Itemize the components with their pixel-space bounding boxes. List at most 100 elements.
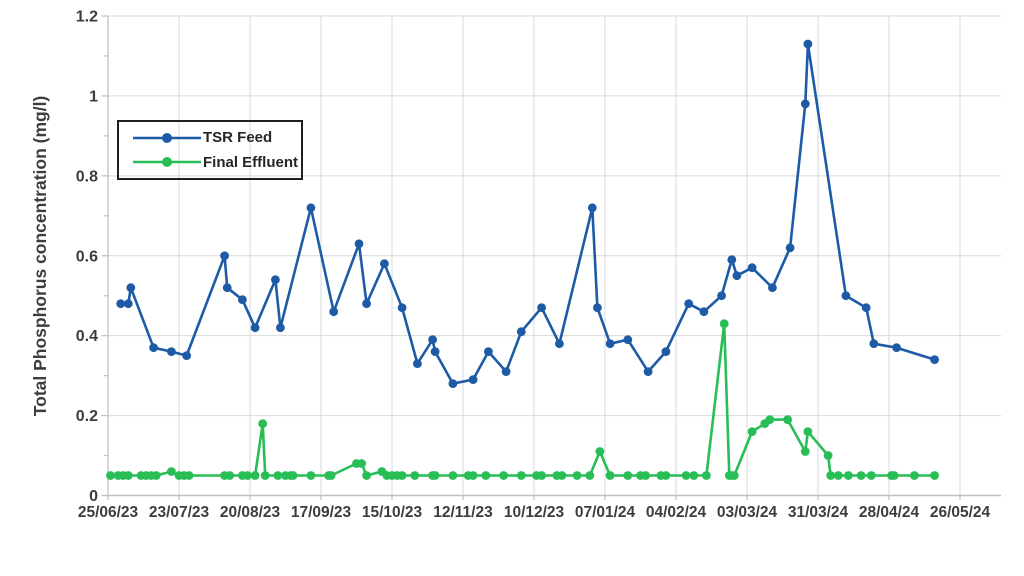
y-axis-title: Total Phosphorus concentration (mg/l) — [30, 96, 50, 417]
tsr-feed-data-point — [593, 303, 602, 313]
tsr-feed-data-point — [430, 347, 440, 356]
x-tick-label: 28/04/24 — [859, 504, 920, 521]
tsr-feed-data-point — [661, 347, 671, 356]
final-effluent-data-point — [106, 471, 115, 480]
final-effluent-data-point — [123, 471, 133, 480]
tsr-feed-data-point — [484, 347, 493, 356]
final-effluent-data-point — [410, 471, 420, 480]
final-effluent-data-point — [729, 471, 739, 480]
tsr-feed-data-point — [537, 303, 546, 313]
x-tick-label: 26/05/24 — [930, 504, 991, 521]
final-effluent-data-point — [800, 447, 810, 456]
final-effluent-data-point — [397, 471, 407, 480]
tsr-feed-data-point — [623, 335, 633, 345]
x-tick-label: 07/01/24 — [575, 504, 636, 521]
tsr-feed-data-point — [803, 39, 813, 49]
final-effluent-data-point — [844, 471, 853, 480]
tsr-feed-data-point — [732, 271, 742, 281]
x-tick-label: 03/03/24 — [717, 504, 778, 521]
tsr-feed-data-point — [684, 299, 694, 309]
final-effluent-data-point — [362, 471, 371, 480]
tsr-feed-data-point — [605, 339, 615, 349]
final-effluent-data-point — [623, 471, 633, 480]
final-effluent-data-point — [306, 471, 316, 480]
y-axis-tick-labels: 0 0.2 0.4 0.6 0.8 1 1.2 — [76, 9, 98, 506]
tsr-feed-data-point — [861, 303, 871, 313]
tsr-feed-data-point — [727, 255, 737, 265]
tsr-feed-data-point — [747, 263, 757, 273]
final-effluent-data-point — [258, 419, 268, 428]
final-effluent-data-point — [585, 471, 595, 480]
tsr-feed-data-point — [250, 323, 260, 333]
tsr-feed-data-point — [717, 291, 726, 301]
tsr-feed-data-point — [930, 355, 939, 364]
final-effluent-data-point — [167, 467, 176, 476]
x-tick-label: 31/03/24 — [788, 504, 849, 521]
final-effluent-data-point — [481, 471, 491, 480]
final-effluent-data-point — [499, 471, 508, 480]
tsr-feed-data-point — [501, 367, 511, 376]
tsr-feed-data-point — [516, 327, 526, 337]
tsr-feed-data-point — [428, 335, 437, 345]
final-effluent-data-point — [866, 471, 876, 480]
final-effluent-data-point — [747, 427, 757, 436]
tsr-feed-data-point — [276, 323, 285, 333]
final-effluent-data-point — [288, 471, 298, 480]
tsr-feed-data-point — [238, 295, 247, 305]
tsr-feed-data-point — [413, 359, 422, 368]
final-effluent-data-point — [681, 471, 691, 480]
tsr-feed-data-point — [892, 343, 901, 353]
final-effluent-data-point — [595, 447, 605, 456]
y-tick-label: 0.2 — [76, 408, 98, 425]
tsr-feed-data-point — [116, 299, 126, 309]
tsr-feed-data-point — [643, 367, 653, 376]
y-tick-label: 1 — [89, 88, 98, 105]
tsr-feed-data-point — [220, 251, 230, 261]
final-effluent-data-point — [537, 471, 546, 480]
final-effluent-data-point — [803, 427, 813, 436]
tsr-feed-data-point — [555, 339, 564, 349]
legend: TSR Feed Final Effluent — [117, 120, 303, 180]
tsr-feed-data-point — [800, 99, 810, 109]
tsr-feed-data-point — [468, 375, 478, 384]
y-tick-label: 0.4 — [76, 328, 98, 345]
final-effluent-data-point — [557, 471, 567, 480]
x-tick-label: 12/11/23 — [433, 504, 493, 521]
tsr-feed-data-point — [785, 243, 795, 253]
final-effluent-data-point — [641, 471, 650, 480]
tsr-feed-data-point — [167, 347, 176, 356]
final-effluent-data-point — [719, 319, 729, 329]
final-effluent-data-point — [702, 471, 711, 480]
final-effluent-data-point — [151, 471, 161, 480]
tsr-feed-data-point — [182, 351, 192, 360]
final-effluent-line-swatch — [133, 157, 201, 168]
x-tick-label: 10/12/23 — [504, 504, 565, 521]
final-effluent-data-point — [689, 471, 699, 480]
tsr-feed-data-point — [587, 203, 597, 213]
tsr-feed-data-point — [869, 339, 879, 349]
legend-item-tsr-feed: TSR Feed — [133, 129, 301, 147]
tsr-feed-data-point — [271, 275, 280, 285]
final-effluent-line — [109, 322, 936, 477]
legend-label-final-effluent: Final Effluent — [203, 153, 298, 171]
final-effluent-data-point — [250, 471, 260, 480]
x-tick-label: 20/08/23 — [220, 504, 281, 521]
tsr-feed-data-point — [149, 343, 159, 353]
final-effluent-data-point — [430, 471, 440, 480]
x-tick-label: 25/06/23 — [78, 504, 139, 521]
x-tick-label: 23/07/23 — [149, 504, 210, 521]
final-effluent-data-point — [273, 471, 283, 480]
gridlines — [106, 15, 1001, 496]
x-tick-label: 04/02/24 — [646, 504, 707, 521]
x-tick-label: 15/10/23 — [362, 504, 423, 521]
final-effluent-data-point — [833, 471, 843, 480]
final-effluent-data-point — [910, 471, 919, 480]
final-effluent-data-point — [357, 459, 366, 468]
final-effluent-data-point — [326, 471, 336, 480]
final-effluent-data-point — [468, 471, 478, 480]
final-effluent-data-point — [783, 415, 792, 424]
final-effluent-data-point — [605, 471, 615, 480]
tsr-feed-data-point — [222, 283, 232, 293]
tsr-feed-data-point — [397, 303, 407, 313]
final-effluent-data-point — [856, 471, 866, 480]
